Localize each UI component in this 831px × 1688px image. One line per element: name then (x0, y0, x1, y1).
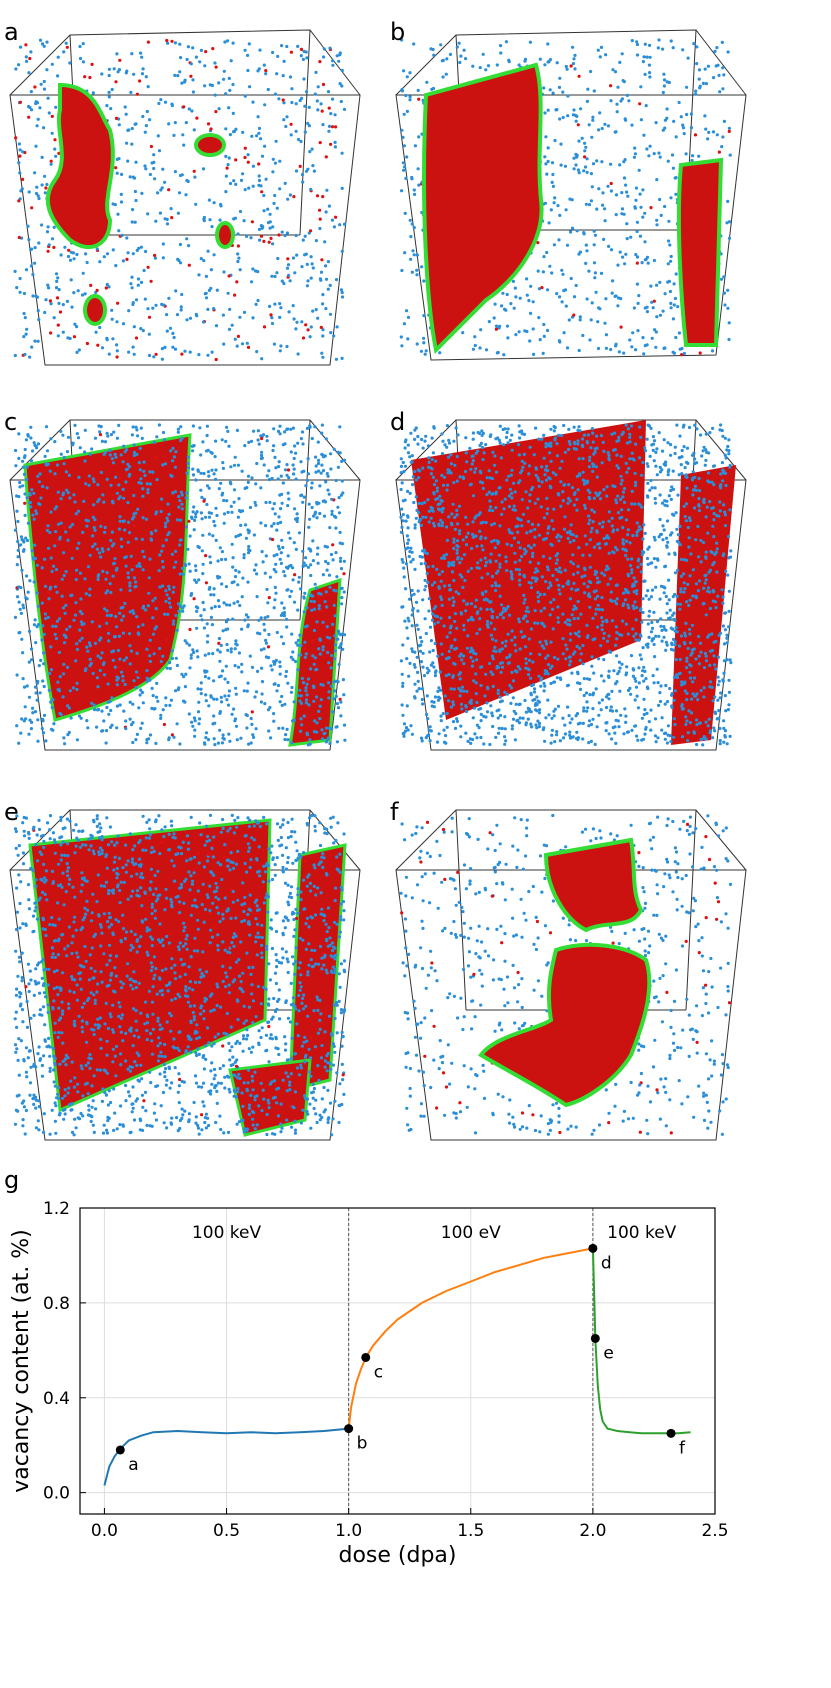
panel-c-visualization (0, 390, 415, 770)
panel-c: c (0, 390, 415, 770)
panel-b: b (386, 0, 831, 380)
panel-a: a (0, 0, 415, 380)
y-axis-label: vacancy content (at. %) (9, 1229, 34, 1493)
panel-letter-g: g (4, 1166, 19, 1194)
point-label: e (603, 1343, 613, 1363)
regime-label: 100 eV (441, 1223, 501, 1243)
y-tick-label: 0.4 (43, 1389, 70, 1409)
panel-e-vacancy-plane (30, 820, 345, 1135)
x-tick-label: 1.5 (457, 1521, 484, 1541)
regime-label: 100 keV (192, 1223, 262, 1243)
point-label: c (374, 1362, 383, 1382)
plot-frame (80, 1208, 715, 1514)
panel-f-visualization (386, 780, 831, 1160)
point-marker (588, 1244, 597, 1253)
panel-letter-e: e (4, 798, 19, 826)
panel-letter-d: d (390, 408, 405, 436)
panel-letter-f: f (390, 798, 398, 826)
point-marker (361, 1353, 370, 1362)
x-tick-label: 0.0 (91, 1521, 118, 1541)
y-tick-label: 0.0 (43, 1484, 70, 1504)
panel-b-visualization (386, 0, 831, 380)
series-line (593, 1248, 691, 1433)
panel-a-vacancy-cluster (48, 85, 233, 324)
x-axis-label: dose (dpa) (339, 1543, 457, 1568)
regime-label: 100 keV (607, 1223, 677, 1243)
panel-a-visualization (0, 0, 415, 380)
point-label: b (357, 1434, 368, 1454)
y-tick-label: 0.8 (43, 1294, 70, 1314)
panel-letter-b: b (390, 18, 405, 46)
panel-e-visualization (0, 780, 415, 1160)
point-marker (667, 1429, 676, 1438)
x-tick-label: 1.0 (335, 1521, 362, 1541)
panel-e: e (0, 780, 415, 1160)
panel-c-vacancy-plane (25, 435, 340, 745)
x-tick-label: 2.0 (579, 1521, 606, 1541)
x-tick-label: 0.5 (213, 1521, 240, 1541)
vacancy-content-chart: 0.0 0.5 1.0 1.5 2.0 2.5 0.0 0.4 0.8 1.2 a b c d e f 100 … (0, 1170, 831, 1684)
point-label: a (128, 1455, 138, 1475)
panel-d: d (386, 390, 831, 770)
y-tick-label: 1.2 (43, 1199, 70, 1219)
panel-letter-c: c (4, 408, 17, 436)
point-label: d (601, 1253, 612, 1273)
point-marker (344, 1424, 353, 1433)
point-marker (591, 1334, 600, 1343)
panel-f: f (386, 780, 831, 1160)
panel-d-visualization (386, 390, 831, 770)
point-label: f (679, 1438, 686, 1458)
panel-f-vacancy-cluster (481, 840, 649, 1105)
panel-letter-a: a (4, 18, 19, 46)
point-marker (116, 1445, 125, 1454)
x-tick-label: 2.5 (701, 1521, 728, 1541)
